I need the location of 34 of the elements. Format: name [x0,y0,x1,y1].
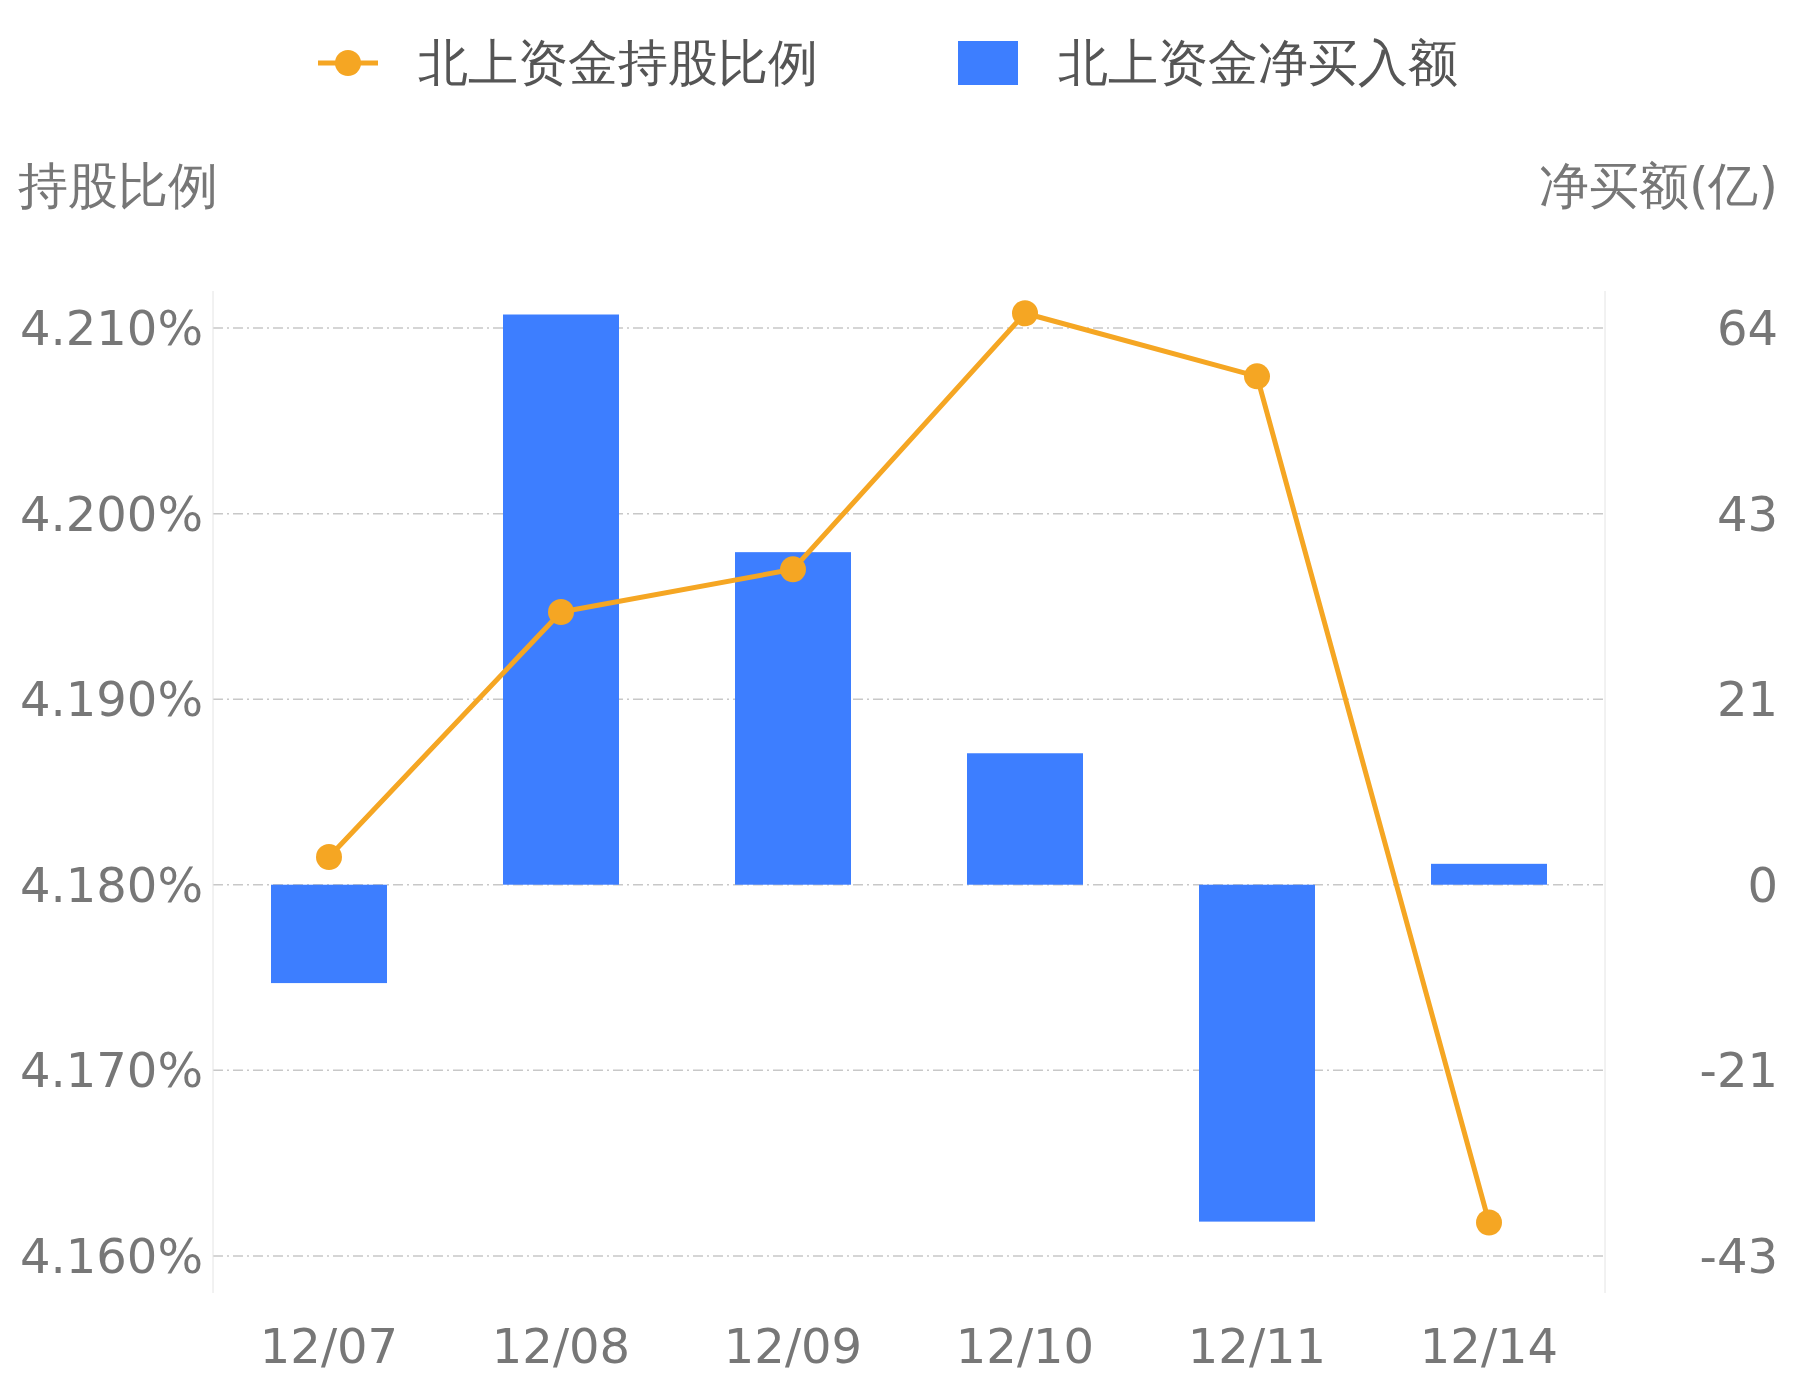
bar [1431,863,1547,885]
x-tick-label: 12/11 [1187,1318,1327,1374]
point [316,843,342,870]
x-tick-label: 12/09 [723,1318,863,1374]
y-tick-label: 4.180% [19,856,203,913]
x-tick-label: 12/14 [1419,1318,1559,1374]
y2-tick-label: 21 [1716,671,1778,728]
y-tick-label: 4.170% [19,1042,203,1099]
y-tick-label: 4.200% [19,485,203,542]
bar [967,753,1083,885]
x-tick-label: 12/10 [955,1318,1095,1374]
y2-tick-label: -21 [1699,1042,1778,1099]
x-tick-label: 12/08 [491,1318,631,1374]
y2-tick-label: 0 [1747,856,1778,913]
y-tick-label: 4.160% [19,1227,203,1284]
point [780,556,806,583]
bar [1199,884,1315,1222]
bar [271,884,387,984]
y-tick-label: 4.210% [19,300,203,357]
point [1476,1209,1502,1236]
y2-axis-title: 净买额(亿) [1538,157,1778,215]
legend-label: 北上资金净买入额 [1058,34,1458,92]
point [548,599,574,626]
legend-label: 北上资金持股比例 [418,34,818,92]
point [1012,300,1038,327]
y-axis-title: 持股比例 [18,157,218,215]
bar [735,552,851,885]
y-tick-label: 4.190% [19,671,203,728]
y2-tick-label: -43 [1699,1227,1778,1284]
x-tick-label: 12/07 [259,1318,399,1374]
point [1244,363,1270,390]
y2-tick-label: 43 [1716,485,1778,542]
y2-tick-label: 64 [1716,300,1778,357]
bar [503,314,619,885]
